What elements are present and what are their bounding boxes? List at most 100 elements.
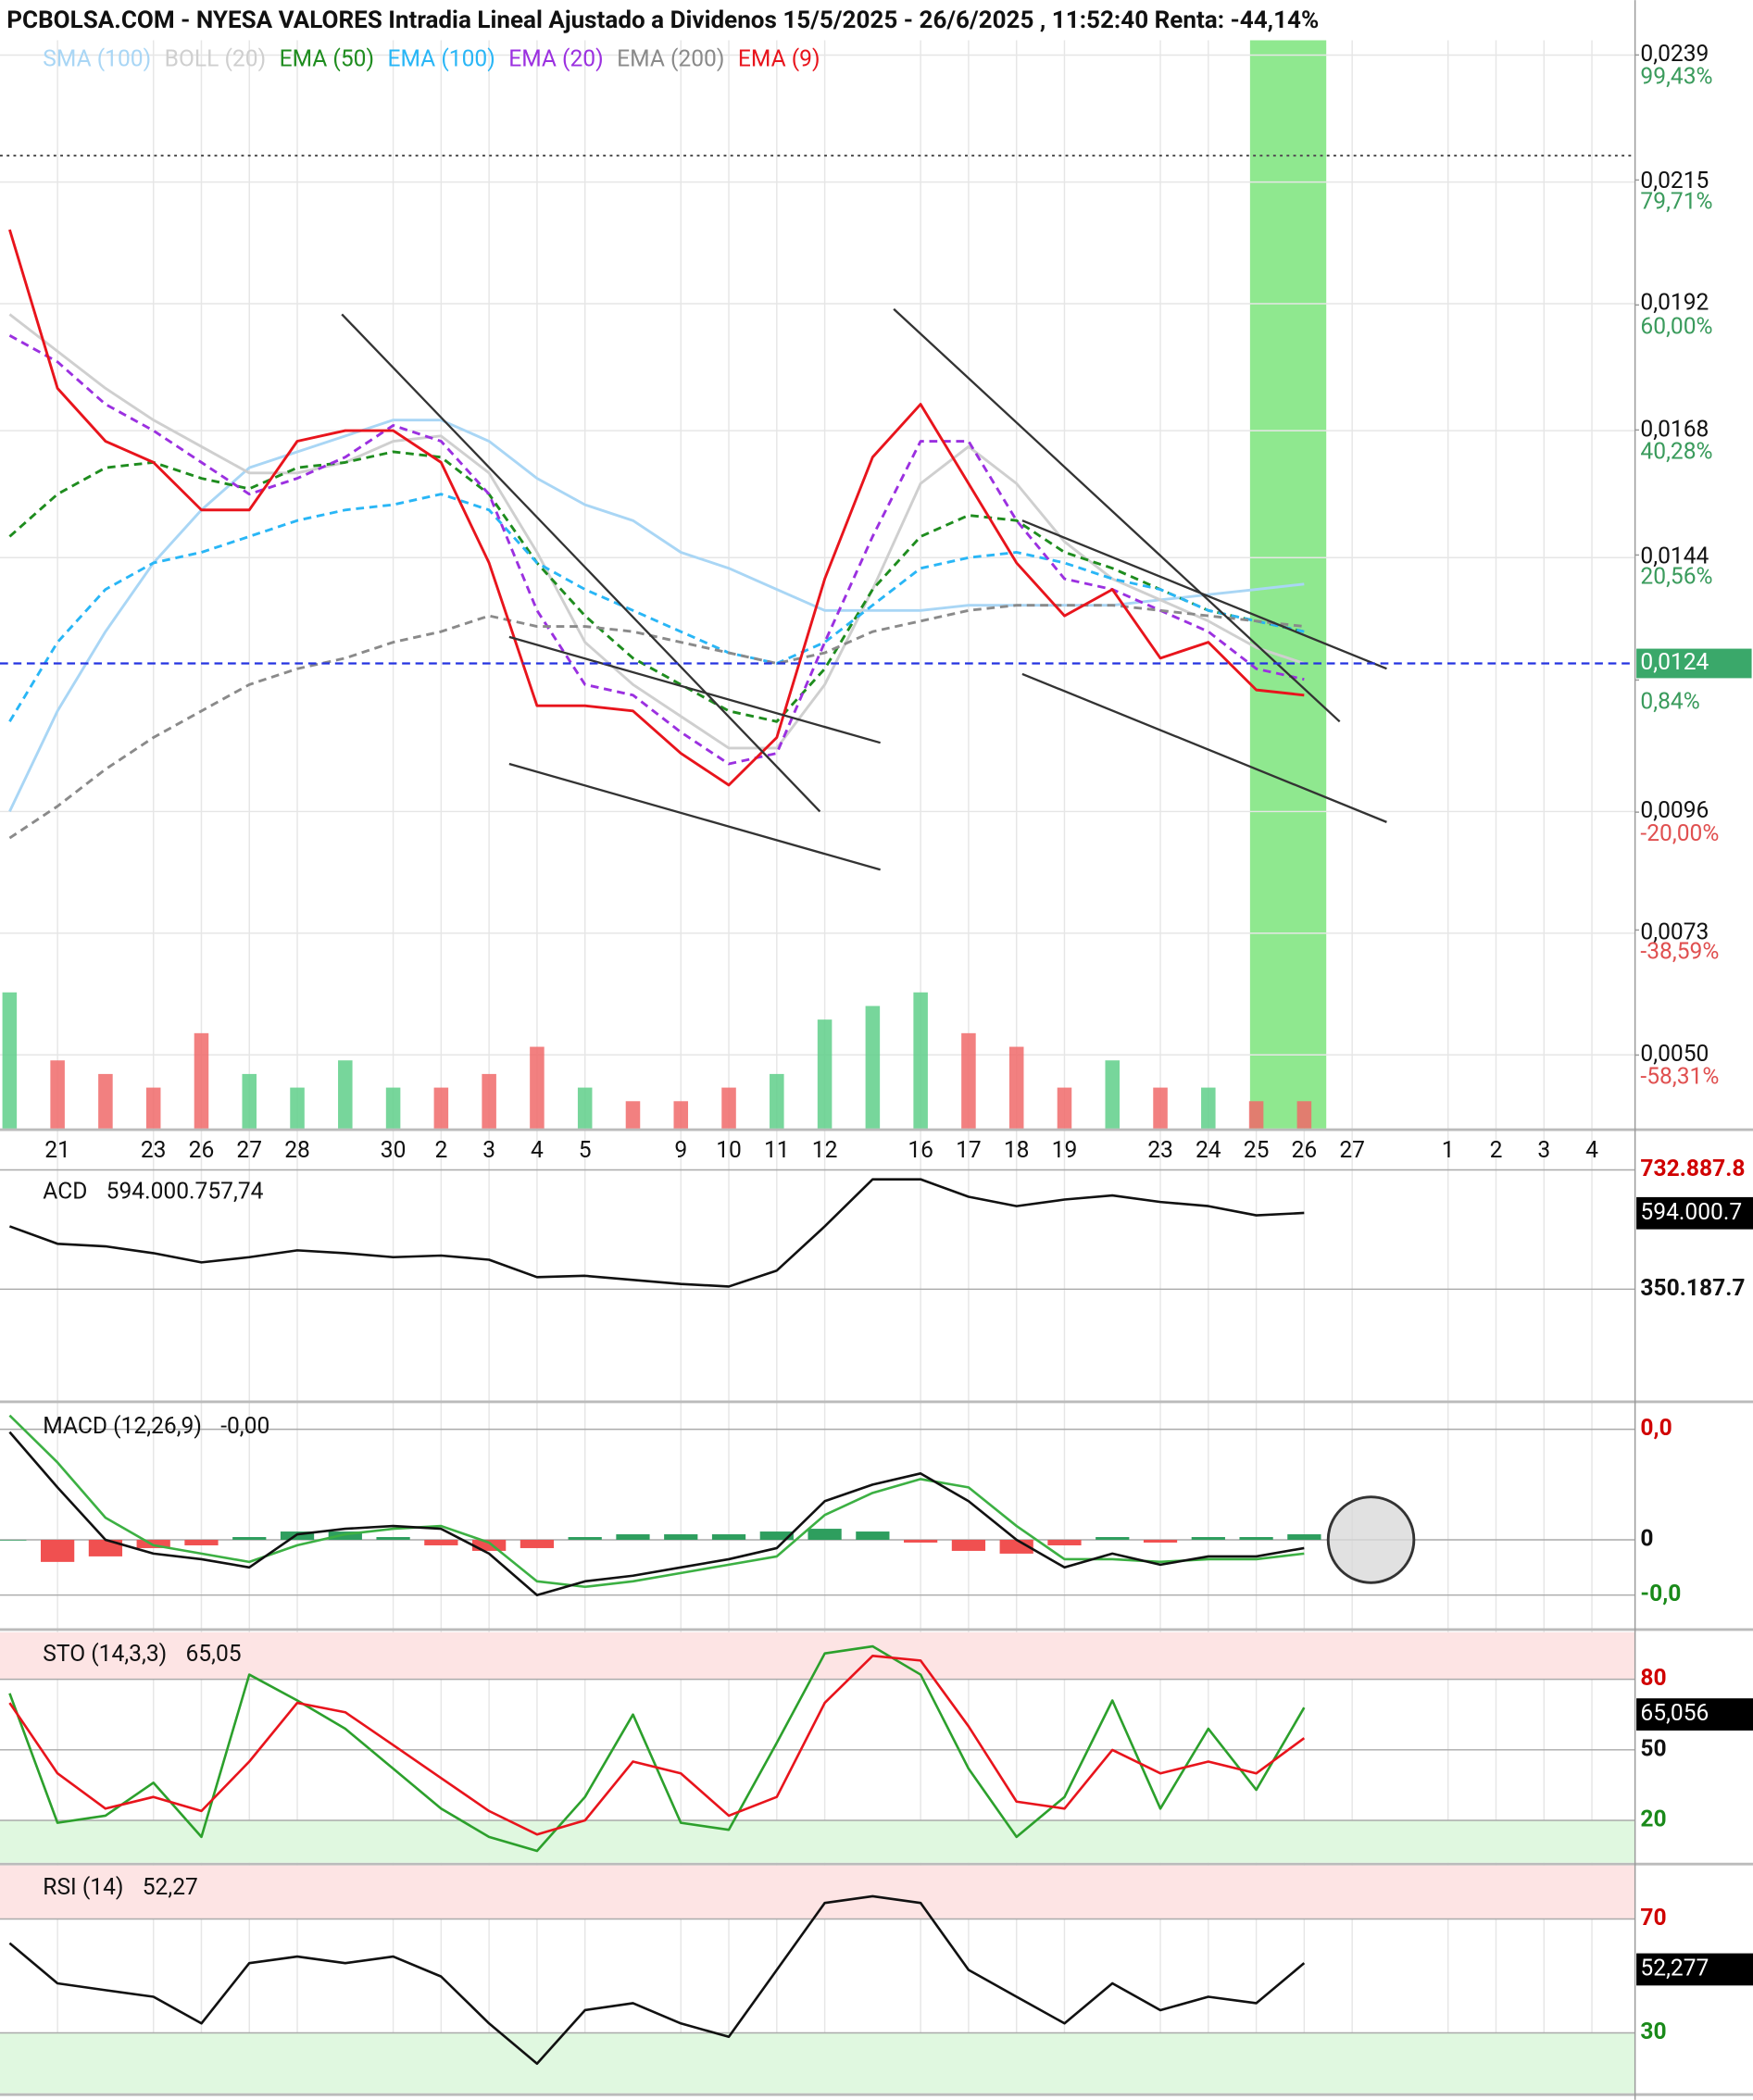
- x-tick-label: 23: [1147, 1137, 1173, 1164]
- x-tick-label: 3: [1537, 1137, 1550, 1164]
- x-tick-label: 25: [1244, 1137, 1270, 1164]
- x-tick-label: 4: [531, 1137, 544, 1164]
- volume-bar: [1248, 1101, 1264, 1129]
- series-line: [8, 1894, 1306, 2066]
- series-line: [8, 1178, 1305, 1288]
- x-tick-label: 28: [284, 1137, 310, 1164]
- zone: [0, 1631, 1635, 1680]
- panel-value: -0,00: [220, 1413, 269, 1440]
- y2-tick-label: 79,71%: [1640, 189, 1712, 216]
- last-value-box: [1636, 1953, 1753, 1986]
- histogram-bar: [711, 1534, 746, 1541]
- series-line: [8, 1654, 1306, 1836]
- volume-bar: [338, 1060, 353, 1129]
- volume-bar: [482, 1073, 496, 1129]
- y2-tick-label: 60,00%: [1640, 313, 1712, 340]
- series-line: [8, 450, 1305, 723]
- last-value-label: 65,056: [1640, 1700, 1709, 1727]
- y-tick-label: 0: [1640, 1526, 1653, 1553]
- x-tick-label: 16: [908, 1137, 933, 1164]
- volume-bar: [1105, 1060, 1121, 1129]
- histogram-bar: [424, 1540, 458, 1545]
- y-tick-label: 0,0168: [1640, 417, 1709, 444]
- volume-bar: [98, 1073, 113, 1129]
- histogram-bar: [1191, 1537, 1225, 1541]
- histogram-bar: [856, 1531, 890, 1541]
- zone: [0, 1865, 1635, 1919]
- volume-bar: [577, 1087, 593, 1129]
- volume-bar: [385, 1087, 401, 1129]
- x-tick-label: 27: [1339, 1137, 1365, 1164]
- volume-bar: [721, 1087, 736, 1129]
- last-value-label: 52,277: [1640, 1955, 1709, 1981]
- x-tick-label: 12: [812, 1137, 838, 1164]
- x-tick-label: 1: [1442, 1137, 1455, 1164]
- x-tick-label: 30: [381, 1137, 407, 1164]
- trend-line: [341, 313, 821, 813]
- trend-line: [893, 307, 1341, 723]
- y-tick-label: 0,0144: [1640, 544, 1709, 570]
- panel-value: 52,27: [143, 1874, 198, 1901]
- volume-bar: [673, 1101, 689, 1129]
- x-tick-label: 26: [1292, 1137, 1318, 1164]
- y2-tick-label: 0,84%: [1640, 689, 1699, 716]
- series-line: [8, 1431, 1305, 1597]
- volume-bar: [817, 1019, 833, 1129]
- volume-bar: [1296, 1101, 1312, 1129]
- legend-entry: BOLL (20): [165, 46, 266, 73]
- last-price-box: [1636, 648, 1752, 679]
- histogram-bar: [1047, 1540, 1082, 1545]
- legend-entry: EMA (50): [280, 46, 374, 73]
- y2-tick-label: -58,31%: [1640, 1064, 1719, 1091]
- histogram-bar: [472, 1540, 507, 1551]
- zone: [0, 2032, 1635, 2094]
- y-tick-label: 80: [1640, 1665, 1666, 1692]
- volume-bar: [1008, 1046, 1024, 1129]
- last-price-label: 0,0124: [1640, 649, 1709, 676]
- y-tick-label: 0,0073: [1640, 919, 1709, 945]
- y-tick-label: 0,0096: [1640, 797, 1709, 824]
- y-tick-label: 70: [1640, 1905, 1666, 1931]
- x-tick-label: 5: [579, 1137, 592, 1164]
- annotation-circle: [1326, 1495, 1416, 1584]
- histogram-bar: [904, 1540, 938, 1543]
- y-tick-label: 0,0: [1640, 1415, 1672, 1442]
- volume-bar: [865, 1006, 881, 1129]
- x-tick-label: 27: [236, 1137, 262, 1164]
- panel-title: STO (14,3,3): [43, 1641, 167, 1668]
- volume-bar: [530, 1046, 545, 1129]
- histogram-bar: [1287, 1534, 1321, 1541]
- x-tick-label: 11: [764, 1137, 790, 1164]
- volume-bar: [194, 1032, 209, 1129]
- x-tick-label: 23: [141, 1137, 167, 1164]
- histogram-bar: [232, 1537, 267, 1541]
- volume-bar: [1201, 1087, 1216, 1129]
- y2-tick-label: 99,43%: [1640, 63, 1712, 90]
- y-tick-label: 30: [1640, 2019, 1666, 2045]
- series-line: [8, 229, 1305, 787]
- x-tick-label: 4: [1585, 1137, 1598, 1164]
- x-tick-label: 17: [956, 1137, 982, 1164]
- histogram-bar: [568, 1537, 602, 1541]
- volume-bar: [961, 1032, 976, 1129]
- y2-tick-label: -20,00%: [1640, 820, 1719, 847]
- histogram-bar: [1143, 1540, 1178, 1543]
- last-value-box: [1636, 1196, 1753, 1230]
- volume-bar: [242, 1073, 257, 1129]
- histogram-bar: [664, 1534, 698, 1541]
- histogram-bar: [88, 1540, 123, 1556]
- x-tick-label: 24: [1196, 1137, 1221, 1164]
- y-tick-label: 0,0215: [1640, 168, 1709, 194]
- series-line: [8, 334, 1305, 766]
- histogram-bar: [1096, 1537, 1130, 1541]
- x-tick-label: 26: [189, 1137, 215, 1164]
- panel-value: 65,05: [185, 1641, 241, 1668]
- volume-bar: [1153, 1087, 1168, 1129]
- histogram-bar: [41, 1540, 75, 1562]
- volume-bar: [625, 1101, 641, 1129]
- y-tick-label: 0,0192: [1640, 290, 1709, 317]
- legend-entry: SMA (100): [43, 46, 151, 73]
- panel-title: ACD: [43, 1179, 87, 1206]
